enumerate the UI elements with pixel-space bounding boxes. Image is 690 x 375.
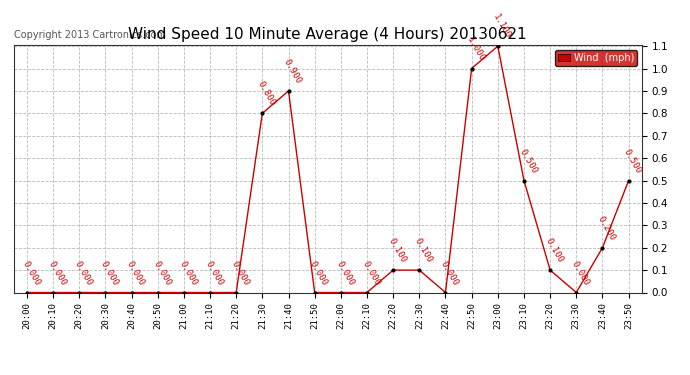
Text: 0.000: 0.000 — [230, 259, 251, 287]
Text: 0.100: 0.100 — [386, 237, 408, 264]
Text: Copyright 2013 Cartronics.com: Copyright 2013 Cartronics.com — [14, 30, 166, 40]
Text: 0.500: 0.500 — [518, 147, 539, 175]
Legend: Wind  (mph): Wind (mph) — [555, 50, 637, 66]
Text: 0.100: 0.100 — [544, 237, 565, 264]
Text: 0.800: 0.800 — [256, 80, 277, 108]
Text: 0.000: 0.000 — [204, 259, 225, 287]
Text: 0.000: 0.000 — [570, 259, 591, 287]
Text: 1.000: 1.000 — [465, 35, 486, 63]
Text: 0.900: 0.900 — [282, 57, 303, 86]
Text: 0.000: 0.000 — [334, 259, 355, 287]
Text: 0.000: 0.000 — [20, 259, 41, 287]
Title: Wind Speed 10 Minute Average (4 Hours) 20130621: Wind Speed 10 Minute Average (4 Hours) 2… — [128, 27, 527, 42]
Text: 0.100: 0.100 — [413, 237, 434, 264]
Text: 0.000: 0.000 — [439, 259, 460, 287]
Text: 0.000: 0.000 — [360, 259, 382, 287]
Text: 0.200: 0.200 — [596, 214, 617, 242]
Text: 0.000: 0.000 — [46, 259, 68, 287]
Text: 1.100: 1.100 — [491, 13, 513, 40]
Text: 0.000: 0.000 — [177, 259, 199, 287]
Text: 0.000: 0.000 — [308, 259, 329, 287]
Text: 0.000: 0.000 — [99, 259, 120, 287]
Text: 0.000: 0.000 — [151, 259, 172, 287]
Text: 0.000: 0.000 — [125, 259, 146, 287]
Text: 0.000: 0.000 — [72, 259, 94, 287]
Text: 0.500: 0.500 — [622, 147, 643, 175]
